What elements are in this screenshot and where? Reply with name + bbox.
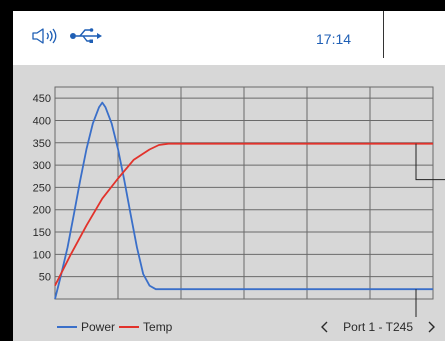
y-tick-label: 250: [33, 182, 51, 194]
chevron-left-icon[interactable]: [317, 318, 331, 336]
graph-panel: 50 100 150 200 250 300 350 400 450 Power Temp Po…: [13, 65, 445, 341]
legend-item-power: Power: [57, 320, 115, 334]
port-navigator: Port 1 - T245: [317, 318, 439, 336]
port-tool-label: Port 1 - T245: [343, 320, 413, 334]
y-tick-label: 50: [39, 272, 51, 284]
y-tick-label: 300: [33, 160, 51, 172]
usb-icon: [70, 28, 102, 43]
port-separator: -: [378, 320, 383, 334]
legend-swatch-temp: [119, 326, 140, 328]
legend-label-power: Power: [81, 320, 116, 334]
chevron-right-icon[interactable]: [425, 318, 439, 336]
legend-swatch-power: [57, 326, 77, 328]
y-tick-label: 400: [33, 115, 51, 127]
y-tick-label: 450: [33, 93, 51, 105]
series-line-temp: [54, 142, 433, 287]
status-divider: [383, 11, 384, 58]
status-bar: 17:14: [13, 11, 445, 65]
port-label: Port 1: [343, 320, 376, 334]
y-tick-label: 150: [33, 227, 51, 239]
series-line-power: [54, 101, 433, 300]
legend-label-temp: Temp: [143, 320, 173, 334]
chart-legend: Power Temp: [57, 318, 176, 336]
clock-time: 17:14: [316, 31, 352, 47]
power-level-marker: [415, 289, 417, 317]
temp-level-marker: [415, 143, 445, 181]
power-temp-chart: 50 100 150 200 250 300 350 400 450: [33, 86, 445, 317]
y-tick-label: 350: [33, 138, 51, 150]
tool-label: T245: [385, 320, 413, 334]
y-tick-label: 100: [33, 249, 51, 261]
speaker-icon[interactable]: [31, 27, 61, 45]
device-screen: 17:14 50 100 150 200 250 300 350 400 450 Power T…: [13, 11, 445, 341]
y-tick-label: 200: [33, 205, 51, 217]
legend-item-temp: Temp: [119, 320, 172, 334]
